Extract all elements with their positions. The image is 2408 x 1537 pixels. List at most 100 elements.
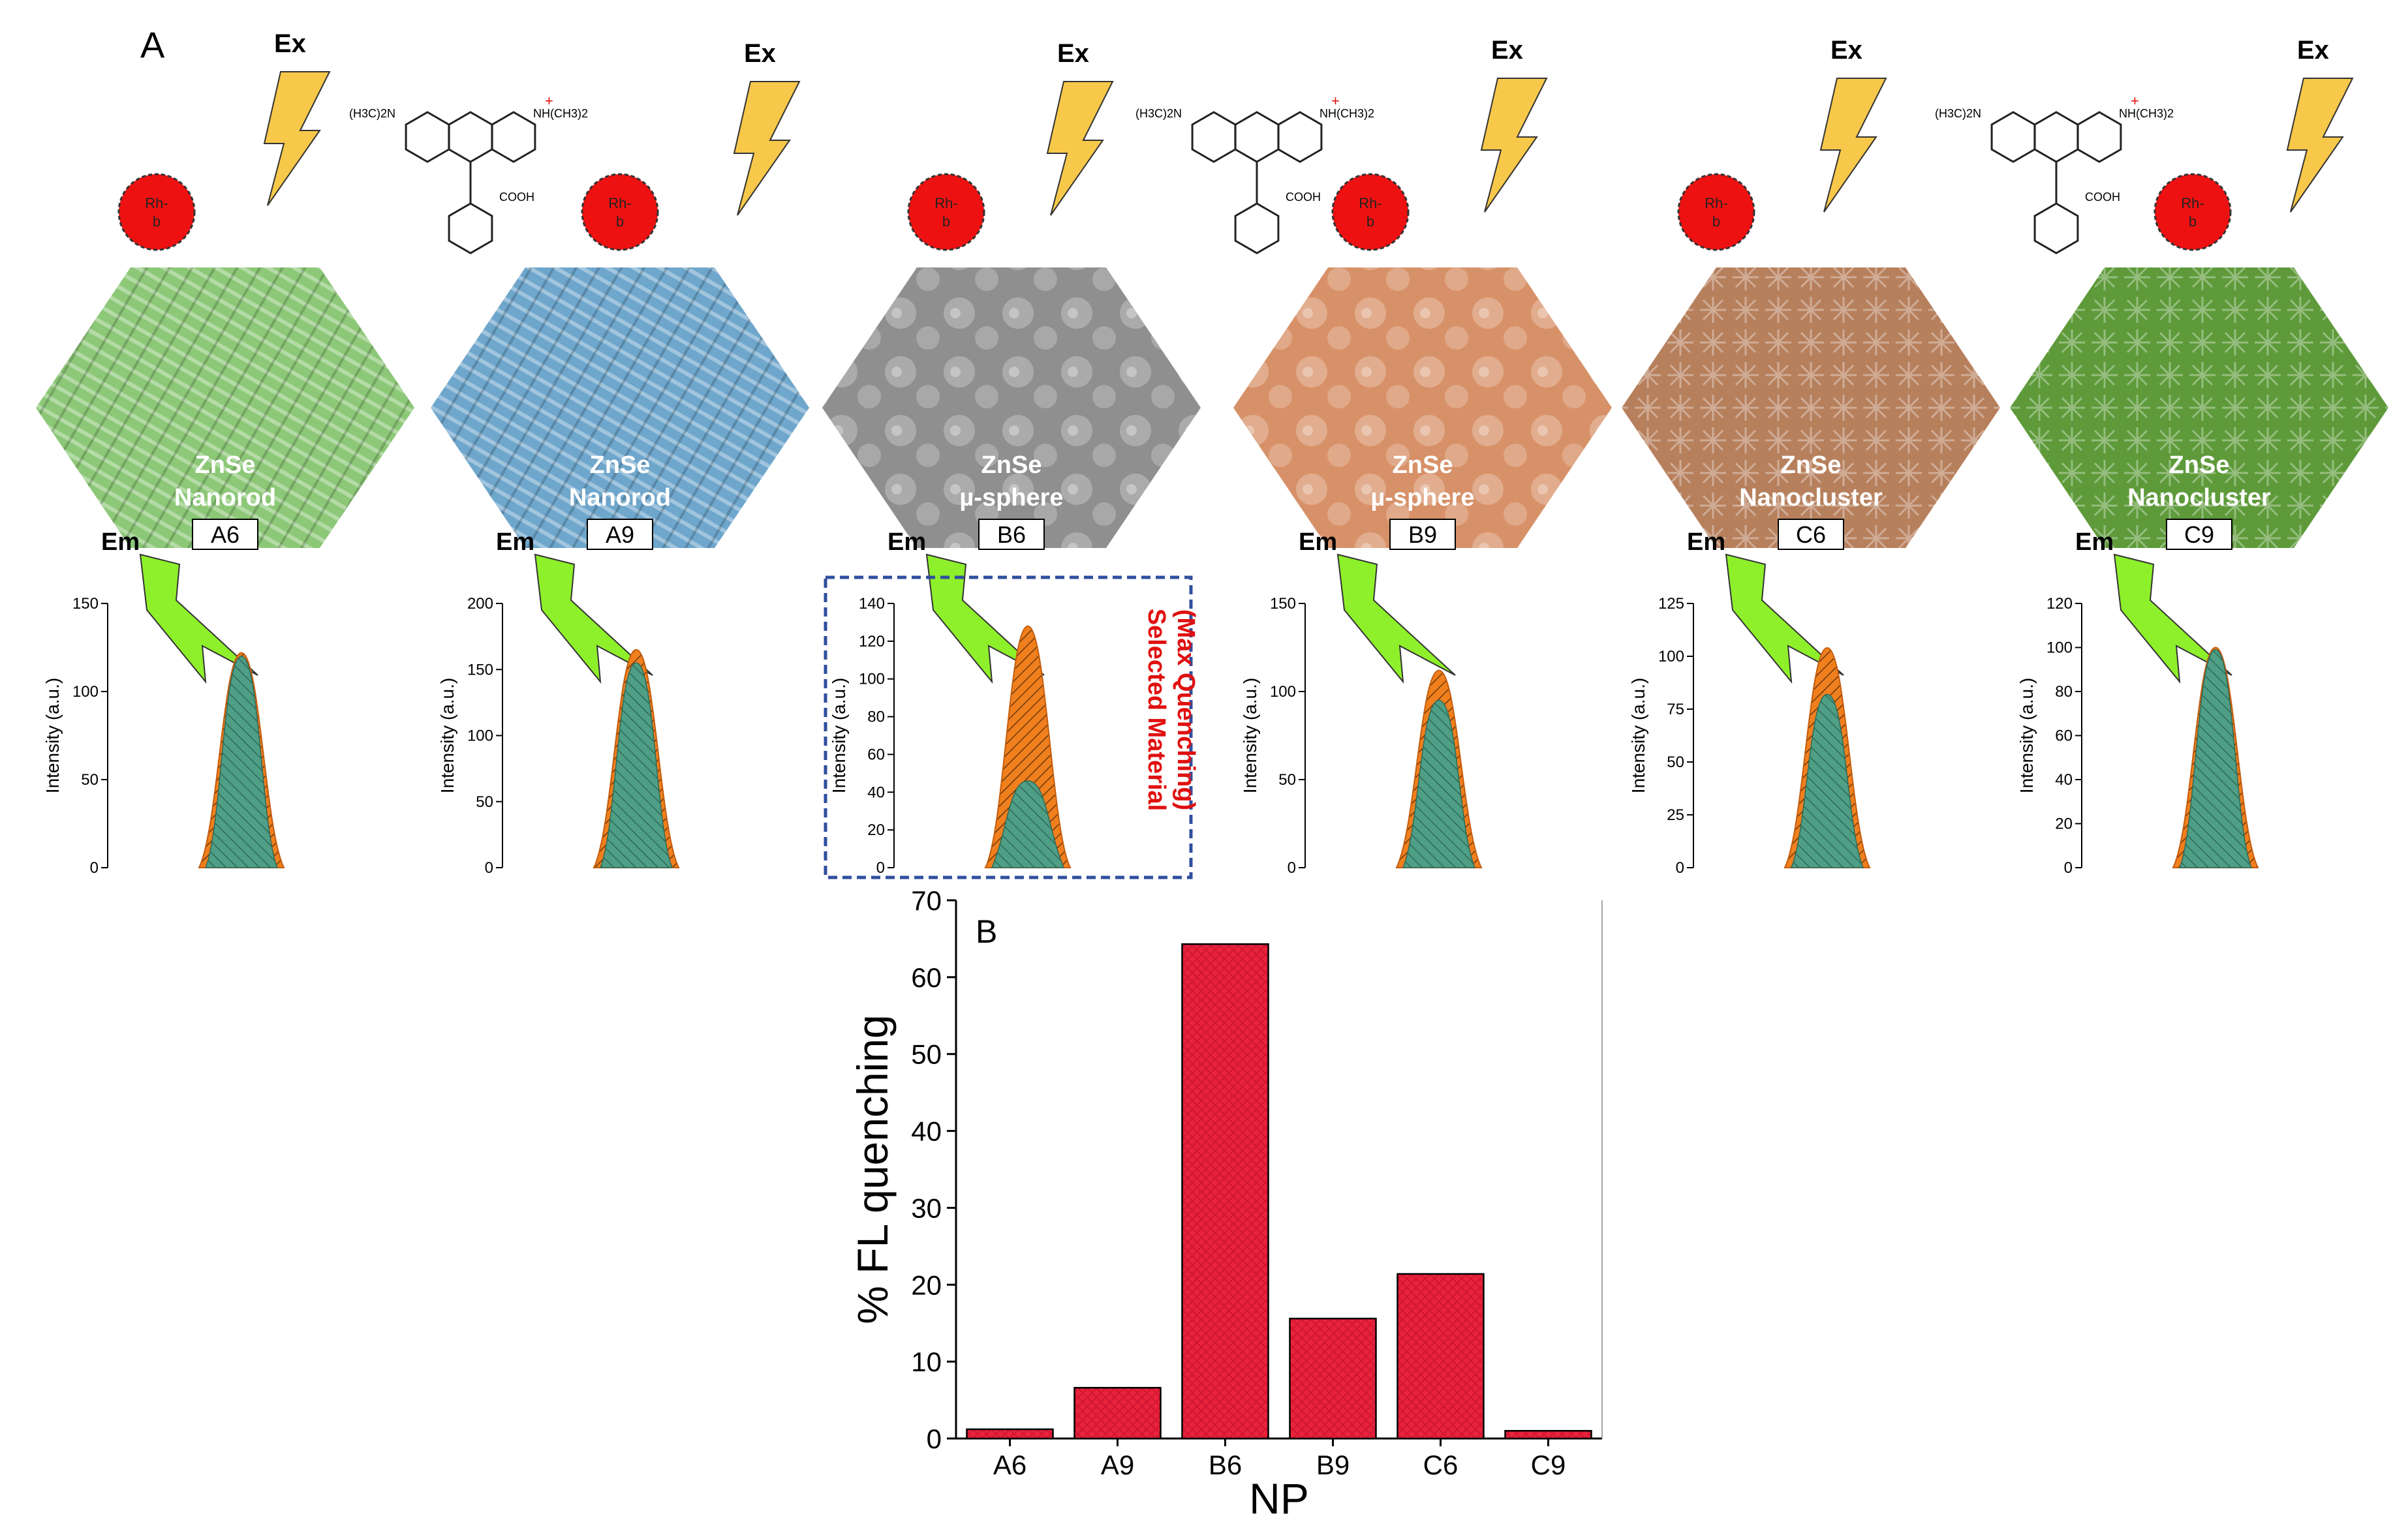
sem-texture: [36, 267, 414, 548]
emission-bolt-icon: [1725, 553, 1844, 684]
emission-label: Em: [888, 528, 926, 556]
rhodamine-b-structure: (H3C)2N NH(CH3)2+ COOH: [1935, 93, 2174, 254]
amine-right: NH(CH3)2: [1320, 107, 1374, 120]
emission-spectrum-b6: 0 20 40 60 80 100 120 140 Intensity (a.u.): [829, 595, 1072, 877]
ring-left: [1990, 111, 2036, 163]
excitation-bolt-icon: [1819, 78, 1887, 213]
ring-bottom: [1234, 202, 1280, 254]
dye-label-line2: b: [1712, 213, 1720, 230]
spectrum-tick-label: 50: [1278, 771, 1296, 789]
material-column-a6: Ex Rh-b ZnSe Nanorod A6 Em 0 50 100 150 Intensity …: [36, 29, 588, 877]
spectrum-peak-before: [984, 625, 1072, 868]
emission-label: Em: [496, 528, 534, 556]
sem-texture: [1233, 267, 1612, 548]
emission-bolt-icon: [139, 553, 258, 684]
x-tick-label: C9: [1531, 1450, 1566, 1480]
y-tick-label: 30: [911, 1193, 942, 1223]
x-tick-label: B9: [1316, 1450, 1350, 1480]
spectrum-tick-label: 150: [1270, 595, 1296, 613]
x-tick-label: C6: [1423, 1450, 1459, 1480]
bar-b9: [1289, 1317, 1377, 1440]
spectrum-tick-label: 0: [876, 859, 885, 877]
excitation-bolt-icon: [1046, 81, 1114, 216]
spectrum-tick-label: 50: [81, 771, 99, 789]
rhodamine-b-structure: (H3C)2N NH(CH3)2+ COOH: [349, 93, 588, 254]
carboxyl: COOH: [2085, 190, 2120, 204]
excitation-bolt-icon: [2286, 78, 2354, 213]
material-column-c9: Ex Rh-b ZnSe Nanocluster C9 Em 0 20 40 60 80 100 120…: [2010, 36, 2388, 877]
spectrum-y-label: Intensity (a.u.): [1628, 678, 1648, 793]
spectrum-tick-label: 200: [467, 595, 493, 613]
material-name-line2: Nanocluster: [2127, 484, 2271, 511]
y-tick-label: 70: [911, 885, 942, 916]
emission-bolt-icon: [1336, 553, 1456, 684]
dye-circle: [1331, 173, 1410, 251]
sem-texture: [822, 267, 1201, 548]
excitation-label: Ex: [1057, 39, 1089, 68]
spectrum-y-label: Intensity (a.u.): [2016, 678, 2037, 793]
carboxyl: COOH: [1286, 190, 1321, 204]
panel-a: Ex Rh-b ZnSe Nanorod A6 Em 0 50 100 150 Intensity …: [36, 29, 2388, 879]
dye-label-line1: Rh-: [1359, 195, 1382, 211]
dye-label-line1: Rh-: [1705, 195, 1727, 211]
dye-circle: [1677, 173, 1755, 251]
spectrum-tick-label: 150: [72, 595, 99, 613]
spectrum-tick-label: 120: [859, 633, 885, 650]
material-column-b9: Ex Rh-b ZnSe µ-sphere B9 Em 0 50 100 150 Intensity…: [1233, 36, 1612, 877]
dye-label-line1: Rh-: [2181, 195, 2204, 211]
material-name-line1: ZnSe: [2169, 451, 2230, 479]
ring-bottom: [2033, 202, 2079, 254]
spectrum-peak-after: [2178, 649, 2253, 868]
excitation-label: Ex: [1830, 36, 1862, 65]
spectrum-peak-after: [599, 662, 673, 868]
spectrum-tick-label: 125: [1658, 595, 1684, 613]
material-name-line1: ZnSe: [1393, 451, 1453, 479]
emission-spectrum-a9: 0 50 100 150 200 Intensity (a.u.): [437, 595, 680, 877]
material-name-line2: µ-sphere: [1370, 484, 1474, 511]
spectrum-tick-label: 20: [867, 821, 885, 839]
spectrum-tick-label: 0: [1676, 859, 1684, 877]
material-name-line1: ZnSe: [1781, 451, 1842, 479]
spectrum-tick-label: 100: [859, 671, 885, 688]
x-tick-label: A9: [1101, 1450, 1134, 1480]
material-name-line2: Nanorod: [174, 484, 276, 511]
spectrum-tick-label: 150: [467, 661, 493, 678]
emission-bolt-icon: [2113, 553, 2232, 684]
charge: +: [545, 93, 553, 109]
sem-texture: [2010, 267, 2388, 548]
dye-circle: [117, 173, 196, 251]
dye-label-line2: b: [2189, 213, 2197, 230]
ring-right: [1277, 111, 1323, 163]
sample-code-box: [192, 519, 258, 550]
ring-left: [1191, 111, 1237, 163]
spectrum-peak-after: [1790, 693, 1864, 868]
spectrum-tick-label: 140: [859, 595, 885, 613]
y-tick-label: 50: [911, 1039, 942, 1070]
y-axis-label: % FL quenching: [848, 1014, 897, 1324]
spectrum-y-label: Intensity (a.u.): [437, 678, 457, 793]
spectrum-y-label: Intensity (a.u.): [42, 678, 63, 793]
spectrum-tick-label: 0: [485, 859, 493, 877]
material-name-line1: ZnSe: [981, 451, 1042, 479]
rh-b-dye-particle: Rh-b: [907, 173, 985, 251]
material-name-line2: µ-sphere: [959, 484, 1063, 511]
sample-code-box: [2166, 519, 2232, 550]
emission-label: Em: [2075, 528, 2114, 556]
spectrum-tick-label: 100: [467, 727, 493, 745]
material-name-line2: Nanorod: [569, 484, 671, 511]
y-tick-label: 10: [911, 1347, 942, 1377]
spectrum-tick-label: 50: [1667, 753, 1684, 771]
material-name-line1: ZnSe: [195, 451, 256, 479]
excitation-label: Ex: [1491, 36, 1523, 65]
ring-bottom: [448, 202, 493, 254]
spectrum-tick-label: 40: [2055, 771, 2073, 789]
amine-left: (H3C)2N: [1135, 107, 1182, 120]
spectrum-tick-label: 75: [1667, 701, 1684, 718]
dye-label-line1: Rh-: [608, 195, 631, 211]
emission-spectrum-c6: 0 25 50 75 100 125 Intensity (a.u.): [1628, 595, 1871, 877]
spectrum-tick-label: 0: [90, 859, 99, 877]
dye-label-line2: b: [616, 213, 624, 230]
sample-code: A9: [606, 521, 634, 548]
sample-code-box: [1389, 519, 1456, 550]
panel-b-label: B: [976, 913, 997, 950]
